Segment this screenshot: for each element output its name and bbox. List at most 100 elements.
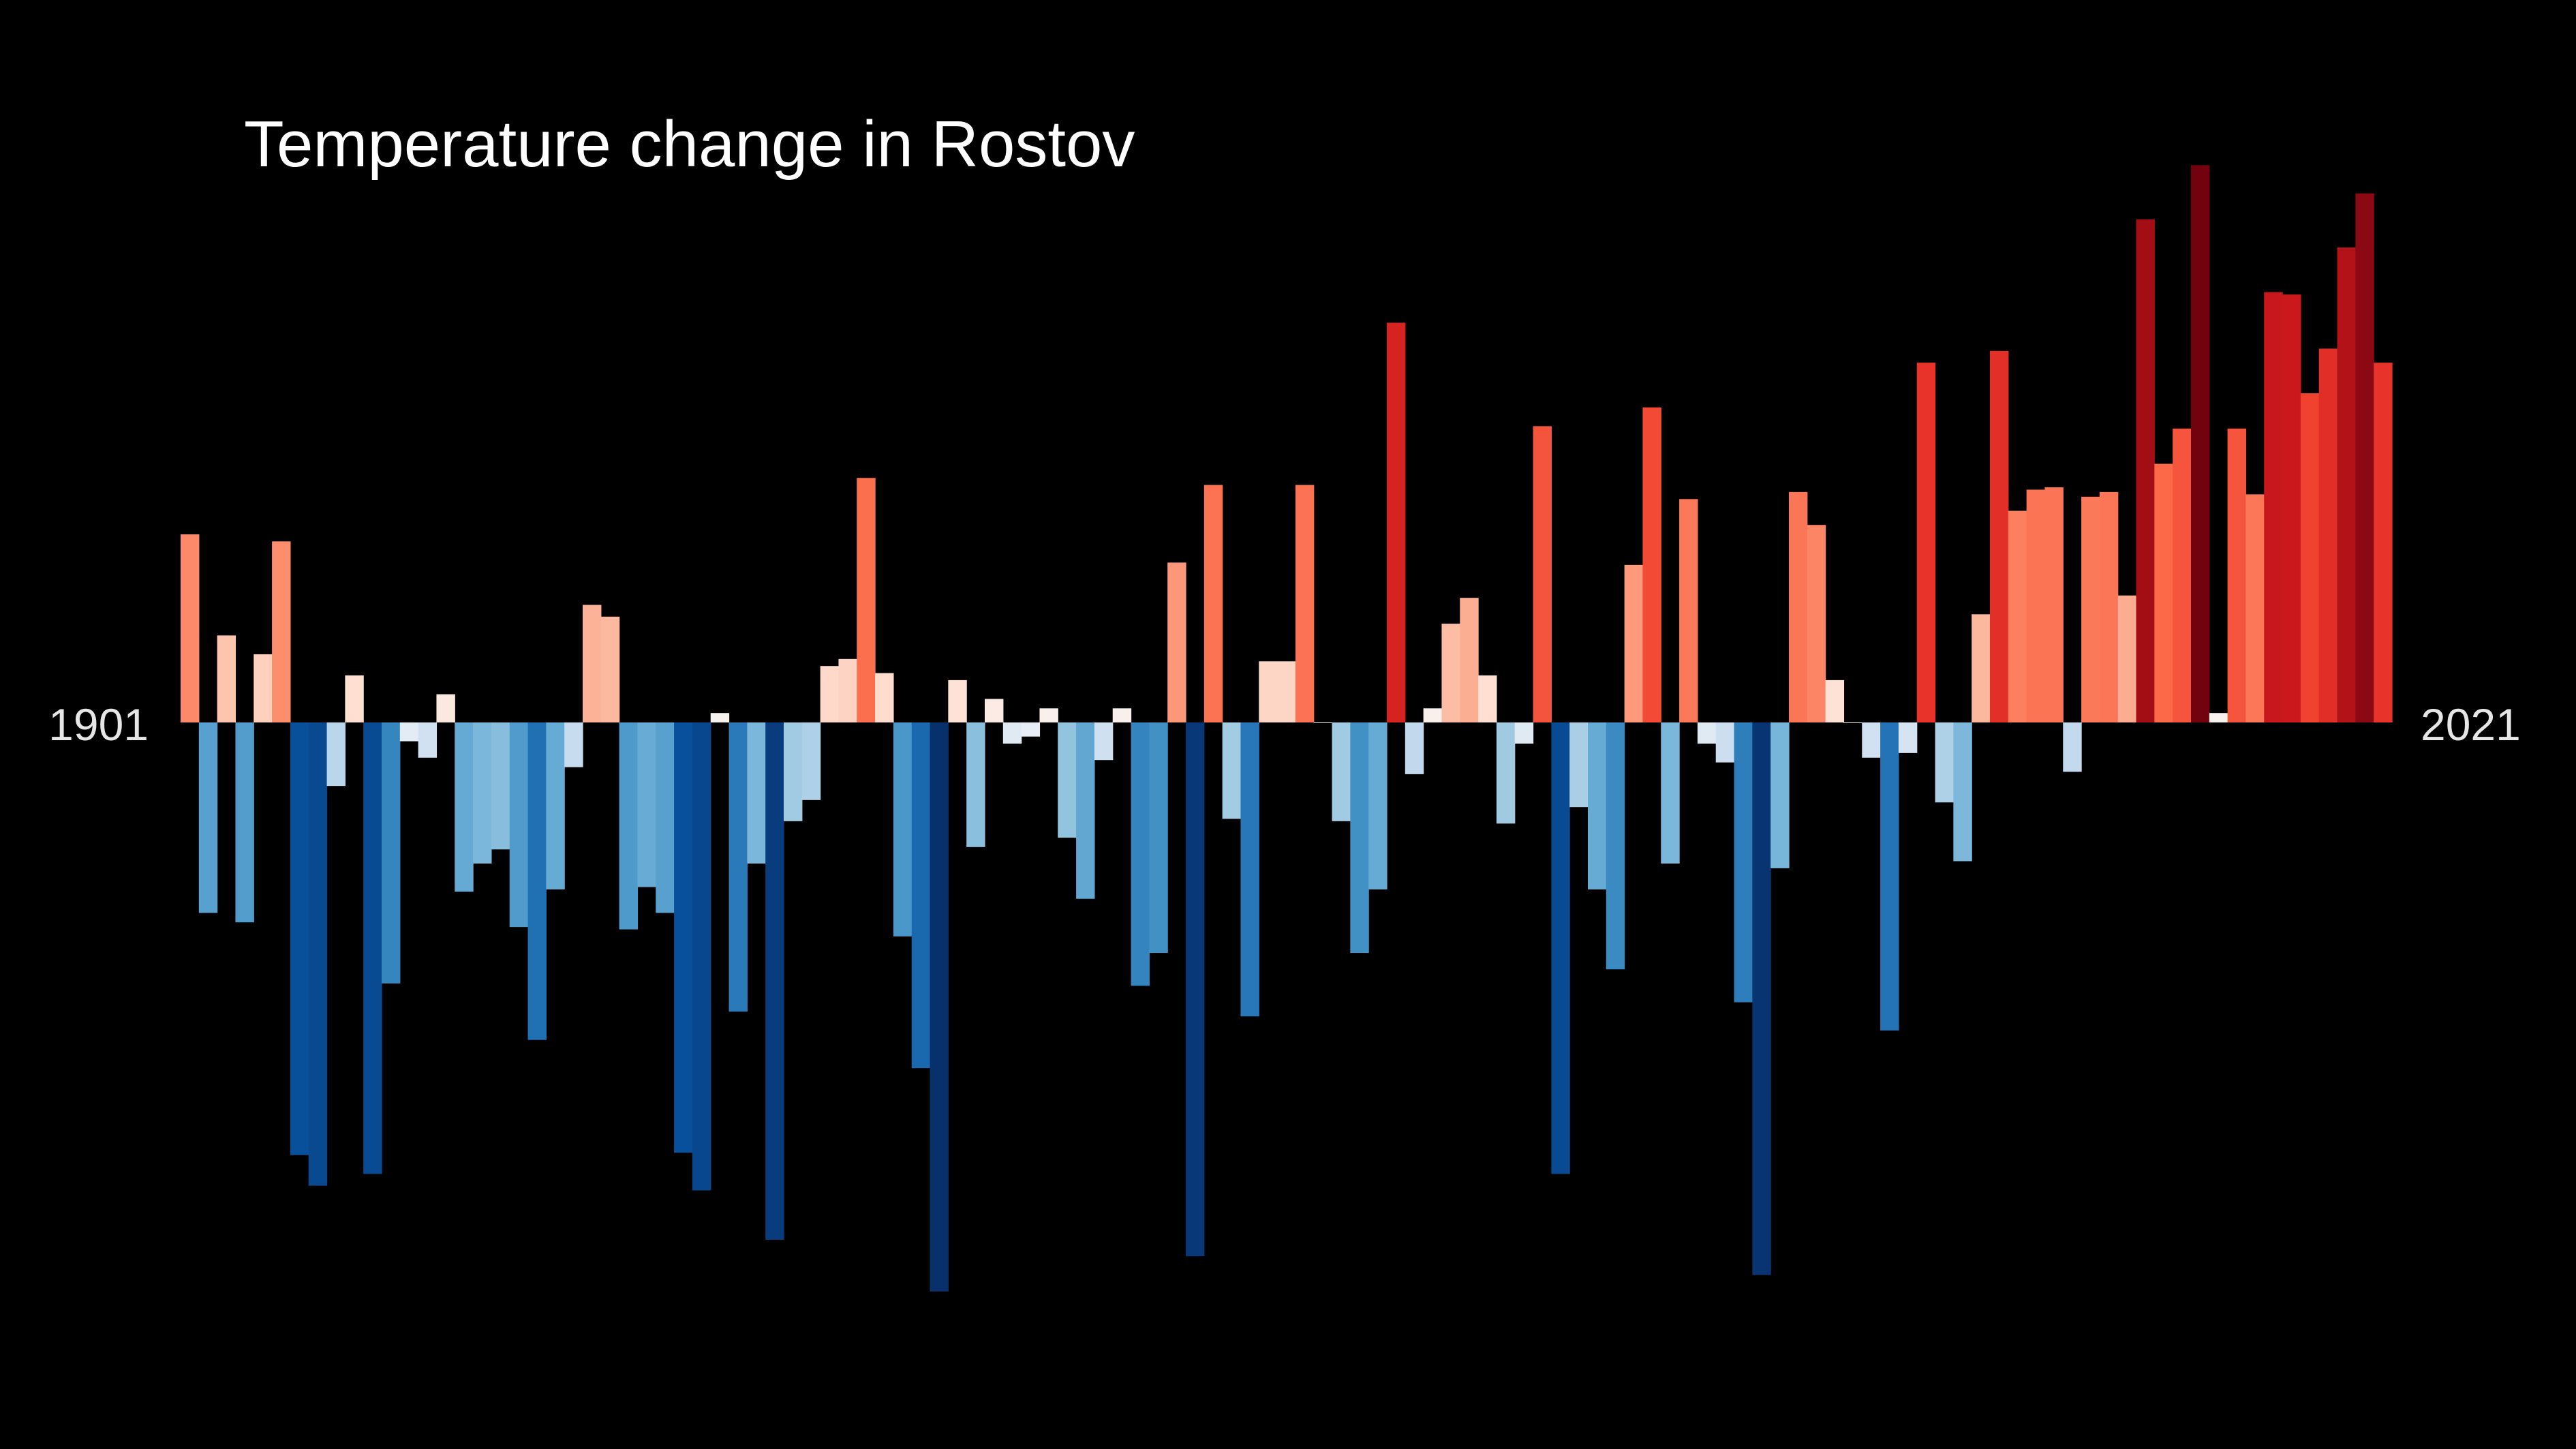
bar-1953 <box>1131 722 1150 986</box>
bar-1915 <box>436 694 455 722</box>
bar-1961 <box>1277 661 1296 722</box>
bar-1960 <box>1259 661 1278 722</box>
bar-1920 <box>527 722 547 1040</box>
bar-1929 <box>692 722 711 1191</box>
bar-1917 <box>473 722 492 864</box>
bar-1978 <box>1588 722 1607 889</box>
chart-title: Temperature change in Rostov <box>244 108 1135 181</box>
bar-1981 <box>1642 407 1661 722</box>
bar-1985 <box>1715 722 1735 763</box>
bar-1905 <box>254 654 273 722</box>
bar-1946 <box>1002 722 1022 744</box>
bar-1947 <box>1021 722 1041 737</box>
bar-1972 <box>1478 675 1497 722</box>
bar-2000 <box>1990 350 2009 722</box>
bar-2012 <box>2209 713 2228 722</box>
bar-1931 <box>729 722 748 1012</box>
bar-1969 <box>1423 708 1443 722</box>
bar-1982 <box>1661 722 1680 864</box>
bar-1948 <box>1039 708 1058 722</box>
bar-1955 <box>1167 562 1186 722</box>
bar-1980 <box>1624 564 1644 722</box>
bar-1959 <box>1240 722 1259 1017</box>
bar-2005 <box>2081 496 2100 722</box>
bar-1984 <box>1697 722 1717 744</box>
end-year-label: 2021 <box>2421 699 2521 750</box>
bar-2003 <box>2044 487 2064 722</box>
bar-1912 <box>382 722 401 983</box>
bar-1950 <box>1076 722 1095 899</box>
bar-2009 <box>2154 463 2173 722</box>
bar-1942 <box>930 722 949 1292</box>
bar-1934 <box>784 722 803 821</box>
bar-1976 <box>1551 722 1570 1174</box>
bar-1989 <box>1789 491 1808 722</box>
bar-2010 <box>2173 428 2192 722</box>
bar-1914 <box>418 722 438 758</box>
bar-1986 <box>1734 722 1753 1003</box>
bar-2013 <box>2227 428 2247 722</box>
bar-1957 <box>1203 485 1223 722</box>
bar-1932 <box>747 722 766 864</box>
bar-1954 <box>1149 722 1168 954</box>
bar-2011 <box>2191 165 2210 723</box>
bar-1903 <box>217 635 236 722</box>
bar-1909 <box>326 722 346 787</box>
bar-1965 <box>1350 722 1369 954</box>
bar-1943 <box>948 680 967 722</box>
bar-2014 <box>2245 494 2265 722</box>
bar-1962 <box>1295 485 1315 722</box>
bar-1911 <box>363 722 382 1174</box>
bar-1921 <box>546 722 565 889</box>
bar-1987 <box>1752 722 1771 1275</box>
bar-1974 <box>1514 722 1534 744</box>
bar-2016 <box>2282 294 2301 723</box>
bar-1945 <box>985 699 1004 722</box>
bar-2004 <box>2063 722 2082 772</box>
bar-1941 <box>911 722 931 1069</box>
bar-1902 <box>198 722 218 913</box>
bar-1901 <box>181 534 200 722</box>
bar-1910 <box>345 675 364 722</box>
bar-2006 <box>2099 491 2119 722</box>
bar-1999 <box>1972 614 1991 722</box>
bar-2002 <box>2026 489 2046 722</box>
bar-1940 <box>893 722 913 936</box>
bar-1938 <box>857 478 876 722</box>
bar-1930 <box>710 713 730 722</box>
bar-1916 <box>455 722 474 892</box>
bar-1907 <box>290 722 309 1155</box>
bar-2019 <box>2337 247 2356 723</box>
bar-1993 <box>1862 722 1881 758</box>
bar-1990 <box>1807 525 1826 722</box>
bar-1964 <box>1332 722 1351 821</box>
bar-1988 <box>1770 722 1790 868</box>
bar-1983 <box>1679 499 1698 722</box>
bar-1992 <box>1843 722 1862 723</box>
bar-1928 <box>674 722 693 1153</box>
bar-1904 <box>235 722 254 923</box>
bar-2015 <box>2264 292 2283 722</box>
bar-1923 <box>583 605 602 722</box>
bar-1998 <box>1953 722 1972 861</box>
start-year-label: 1901 <box>48 699 149 750</box>
bar-2017 <box>2300 393 2320 722</box>
bar-1975 <box>1533 426 1552 722</box>
bars-group <box>181 165 2393 1292</box>
bar-1967 <box>1387 322 1406 722</box>
bar-1991 <box>1825 680 1845 722</box>
bar-2008 <box>2136 219 2155 722</box>
bar-1919 <box>509 722 529 928</box>
bar-1933 <box>765 722 784 1240</box>
bar-1968 <box>1405 722 1424 774</box>
bar-1935 <box>801 722 821 800</box>
bar-1936 <box>820 666 840 722</box>
bar-1966 <box>1368 722 1387 889</box>
bar-1937 <box>838 658 857 722</box>
bar-1925 <box>619 722 639 930</box>
bar-1970 <box>1441 624 1460 722</box>
bar-1949 <box>1058 722 1077 838</box>
bar-1927 <box>656 722 675 913</box>
